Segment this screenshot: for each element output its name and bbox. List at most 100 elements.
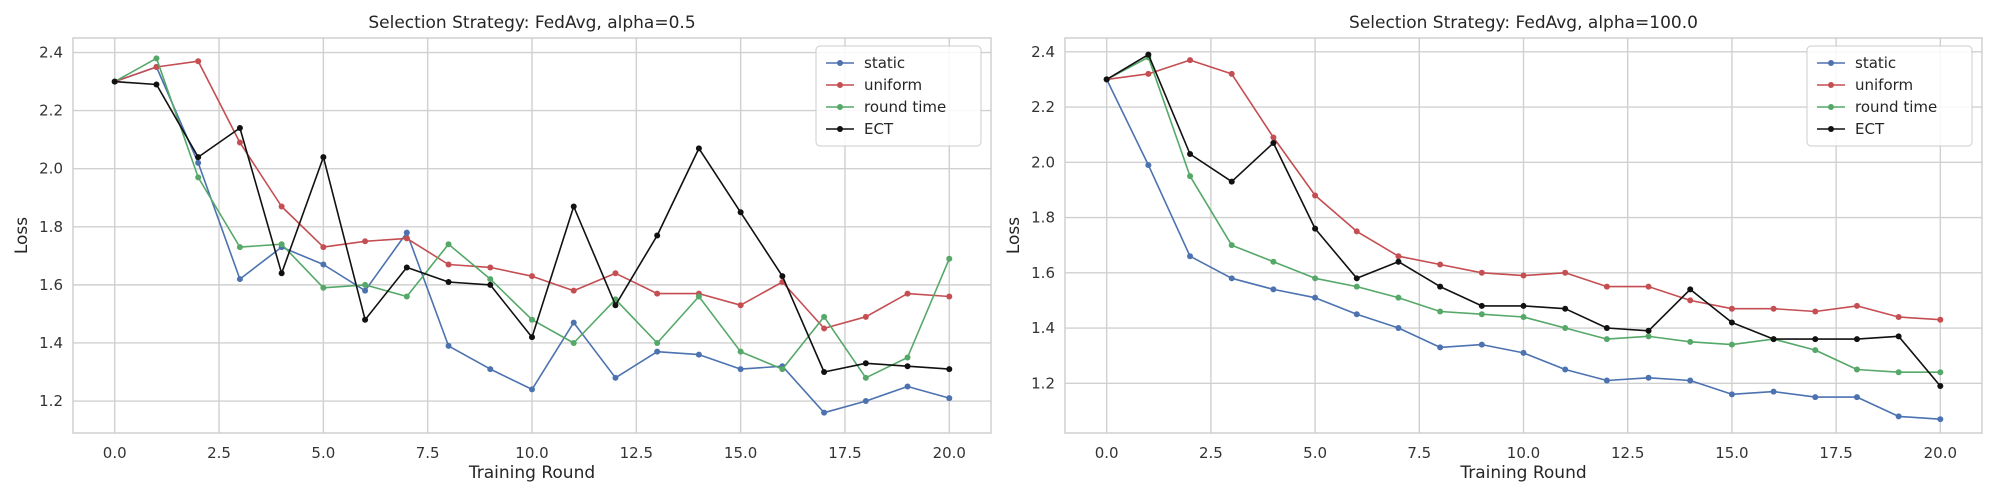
data-point <box>946 366 953 373</box>
data-point <box>1562 269 1569 276</box>
data-point <box>1145 162 1152 169</box>
legend-marker <box>1828 82 1834 88</box>
legend-label: static <box>864 54 905 72</box>
data-point <box>904 290 911 297</box>
data-point <box>1478 269 1485 276</box>
data-point <box>487 276 494 283</box>
data-point <box>570 203 577 210</box>
subplot-left: 0.0 2.5 5.0 7.5 10.0 12.5 15.0 17.5 20.0 1.2 1.4 1.… <box>12 13 992 483</box>
data-point <box>1520 302 1527 309</box>
y-axis-label: Loss <box>12 217 32 254</box>
data-point <box>362 281 369 288</box>
data-point <box>1437 344 1444 351</box>
data-point <box>821 313 828 320</box>
data-point <box>1312 192 1319 199</box>
data-point <box>1228 275 1235 282</box>
plot-frame <box>1064 37 1983 434</box>
data-point <box>1895 313 1902 320</box>
data-point <box>1645 374 1652 381</box>
data-point <box>320 284 327 291</box>
data-point <box>1895 369 1902 376</box>
x-tick-label: 0.0 <box>103 444 127 462</box>
data-point <box>236 125 243 132</box>
data-point <box>1187 173 1194 180</box>
data-point <box>278 270 285 277</box>
data-point <box>1853 336 1860 343</box>
data-point <box>821 369 828 376</box>
legend-marker <box>1828 60 1834 66</box>
data-point <box>1395 294 1402 301</box>
data-point <box>946 395 953 402</box>
legend: static uniform round time ECT <box>1806 45 1973 147</box>
data-point <box>779 366 786 373</box>
data-point <box>1103 76 1110 83</box>
data-point <box>1437 261 1444 268</box>
data-point <box>1812 308 1819 315</box>
data-point <box>1478 302 1485 309</box>
data-point <box>529 273 535 280</box>
data-point <box>1437 283 1444 290</box>
subplot-right: 0.0 2.5 5.0 7.5 10.0 12.5 15.0 17.5 20.0 1.2 1.4 1.… <box>1004 13 1983 483</box>
x-tick-label: 17.5 <box>1819 444 1852 462</box>
y-tick-label: 1.6 <box>39 276 63 294</box>
data-point <box>195 154 202 161</box>
chart-title: Selection Strategy: FedAvg, alpha=100.0 <box>1349 13 1698 33</box>
data-point <box>236 139 243 146</box>
data-point <box>1228 242 1235 249</box>
data-point <box>529 334 535 341</box>
data-point <box>1395 325 1402 332</box>
legend-marker <box>837 60 843 66</box>
data-point <box>570 319 577 326</box>
data-point <box>1853 394 1860 401</box>
data-point <box>737 209 744 216</box>
legend-label: uniform <box>1855 76 1913 94</box>
data-point <box>445 241 452 248</box>
data-point <box>1812 347 1819 354</box>
data-point <box>695 293 702 300</box>
data-point <box>1395 258 1402 265</box>
data-point <box>1520 272 1527 279</box>
y-tick-label: 2.4 <box>39 44 63 62</box>
data-point <box>1562 325 1569 332</box>
data-point <box>153 81 160 88</box>
legend-marker <box>837 104 843 110</box>
x-tick-label: 17.5 <box>828 444 861 462</box>
data-point <box>1187 57 1194 64</box>
data-point <box>1603 325 1610 332</box>
y-tick-label: 1.2 <box>39 392 63 410</box>
data-point <box>1562 366 1569 373</box>
data-point <box>487 366 494 373</box>
x-tick-label: 0.0 <box>1095 444 1119 462</box>
data-point <box>654 348 661 355</box>
data-point <box>111 78 118 85</box>
y-axis-label: Loss <box>1004 217 1024 254</box>
data-point <box>403 293 410 300</box>
data-point <box>1270 134 1277 141</box>
data-point <box>862 398 869 405</box>
data-point <box>779 273 786 280</box>
data-point <box>1187 253 1194 260</box>
data-point <box>612 302 619 309</box>
data-point <box>195 159 202 166</box>
data-point <box>1853 302 1860 309</box>
data-point <box>862 313 869 320</box>
data-point <box>737 348 744 355</box>
legend: static uniform round time ECT <box>815 45 982 147</box>
data-point <box>1520 313 1527 320</box>
data-point <box>1687 377 1694 384</box>
legend-marker <box>837 82 843 88</box>
data-point <box>1353 228 1360 235</box>
data-point <box>1937 383 1944 390</box>
x-tick-label: 15.0 <box>724 444 757 462</box>
x-tick-label: 15.0 <box>1715 444 1748 462</box>
data-point <box>320 244 327 251</box>
data-point <box>1270 258 1277 265</box>
data-point <box>1437 308 1444 315</box>
data-point <box>821 325 828 332</box>
data-point <box>904 383 911 390</box>
data-point <box>612 374 619 381</box>
chart-title: Selection Strategy: FedAvg, alpha=0.5 <box>368 13 695 33</box>
data-point <box>1937 416 1944 423</box>
data-point <box>737 366 744 373</box>
